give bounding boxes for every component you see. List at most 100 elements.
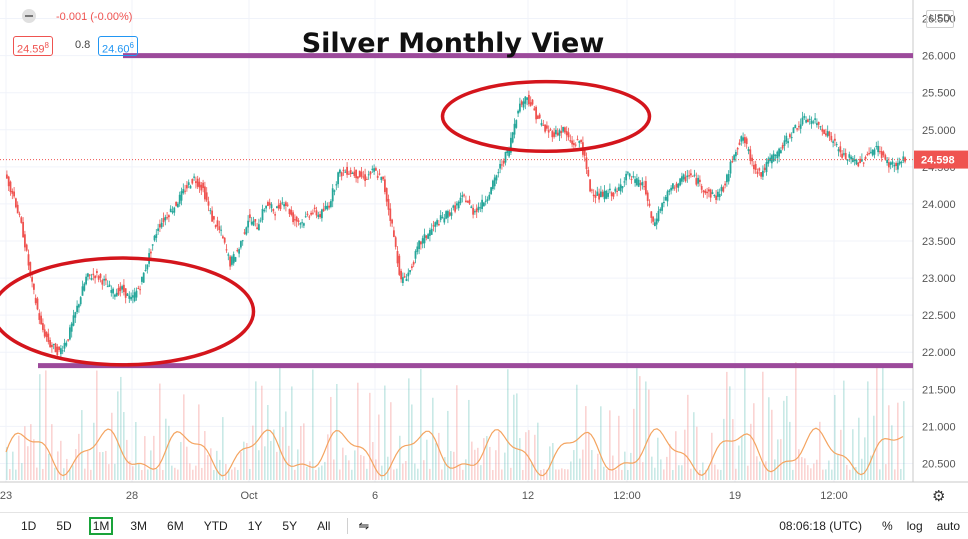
- candle-body: [83, 283, 86, 291]
- timeframe-6m[interactable]: 6M: [167, 519, 184, 533]
- candle-body: [772, 153, 775, 162]
- candle-body: [537, 115, 539, 119]
- candle-body: [729, 161, 732, 174]
- volume-bar: [402, 463, 404, 480]
- candle-body: [816, 123, 818, 126]
- volume-bar: [636, 368, 638, 480]
- candle-body: [411, 266, 413, 268]
- candle-body: [538, 114, 541, 119]
- candle-body: [787, 141, 789, 144]
- volume-bar: [738, 445, 740, 480]
- volume-bar: [156, 468, 158, 480]
- settings-gear-icon[interactable]: ⚙: [932, 488, 946, 505]
- candle-body: [659, 209, 662, 211]
- candle-body: [184, 190, 186, 192]
- volume-bar: [759, 461, 761, 480]
- candle-body: [560, 131, 563, 134]
- candle-body: [639, 183, 642, 185]
- candle-body: [132, 295, 134, 298]
- candle-body: [166, 217, 168, 219]
- volume-bar: [588, 432, 590, 480]
- volume-bar: [45, 370, 47, 480]
- candle-body: [627, 172, 629, 174]
- candle-body: [110, 289, 113, 293]
- volume-bar: [162, 469, 164, 480]
- candle-body: [450, 212, 453, 216]
- currency-label[interactable]: USD: [926, 10, 954, 28]
- candle-body: [193, 176, 195, 178]
- candle-body: [288, 209, 291, 215]
- percent-toggle[interactable]: %: [881, 519, 893, 533]
- volume-bar: [201, 467, 203, 480]
- volume-bar: [534, 434, 536, 480]
- volume-bar: [801, 457, 803, 480]
- candle-body: [619, 184, 622, 192]
- candle-body: [90, 278, 93, 280]
- candle-body: [634, 179, 636, 183]
- candle-body: [686, 175, 689, 178]
- volume-bar: [378, 414, 380, 480]
- candle-body: [103, 278, 105, 281]
- chart-svg[interactable]: 26.50026.00025.50025.00024.50024.00023.5…: [0, 0, 968, 512]
- candle-body: [241, 240, 244, 242]
- candle-body: [56, 346, 59, 355]
- volume-bar: [504, 452, 506, 480]
- candle-body: [605, 190, 608, 199]
- currency-text: USD: [929, 13, 951, 24]
- candle-body: [808, 118, 811, 120]
- candle-body: [470, 206, 473, 209]
- candle-body: [213, 216, 215, 220]
- timeframe-5y[interactable]: 5Y: [282, 519, 298, 533]
- candle-body: [54, 343, 57, 353]
- candle-body: [472, 207, 474, 215]
- volume-bar: [843, 380, 845, 480]
- candle-body: [744, 137, 746, 144]
- date-range-icon[interactable]: ⇋: [358, 518, 370, 533]
- candle-body: [895, 162, 897, 166]
- timeframe-ytd[interactable]: YTD: [203, 519, 228, 533]
- timeframe-3m[interactable]: 3M: [130, 519, 148, 533]
- volume-bar: [486, 435, 488, 480]
- candle-body: [60, 348, 62, 355]
- candle-body: [553, 132, 555, 137]
- volume-bar: [48, 453, 50, 480]
- timeframe-all[interactable]: All: [317, 519, 331, 533]
- candle-body: [900, 161, 903, 164]
- timeframe-5d[interactable]: 5D: [56, 519, 72, 533]
- candle-body: [250, 221, 253, 225]
- candle-body: [436, 220, 438, 225]
- candle-body: [652, 216, 654, 222]
- auto-toggle[interactable]: auto: [936, 519, 960, 533]
- volume-bar: [669, 443, 671, 480]
- log-toggle[interactable]: log: [906, 519, 923, 533]
- candle-body: [27, 254, 30, 266]
- candle-body: [36, 298, 39, 310]
- candle-body: [20, 217, 23, 223]
- volume-bar: [84, 468, 86, 480]
- candle-body: [861, 159, 863, 162]
- timeframe-1m[interactable]: 1M: [88, 517, 114, 535]
- bid-button[interactable]: 24.598: [13, 36, 53, 56]
- candle-body: [495, 175, 498, 181]
- volume-bar: [57, 451, 59, 480]
- timeframe-1y[interactable]: 1Y: [247, 519, 263, 533]
- candle-body: [15, 198, 17, 208]
- volume-bar: [354, 450, 356, 480]
- ask-button[interactable]: 24.606: [98, 36, 138, 56]
- hud-collapse-icon[interactable]: [22, 9, 36, 23]
- volume-bar: [642, 462, 644, 480]
- candle-body: [475, 208, 478, 213]
- candle-body: [837, 149, 840, 152]
- candle-body: [461, 195, 464, 197]
- volume-bar: [882, 365, 884, 480]
- candle-body: [252, 220, 255, 226]
- candle-body: [504, 151, 507, 163]
- volume-bar: [243, 441, 245, 480]
- volume-bar: [135, 422, 137, 480]
- candle-body: [528, 94, 530, 105]
- candle-body: [814, 118, 816, 120]
- timeframe-1d[interactable]: 1D: [21, 519, 37, 533]
- candle-body: [438, 224, 440, 226]
- volume-bar: [87, 450, 89, 480]
